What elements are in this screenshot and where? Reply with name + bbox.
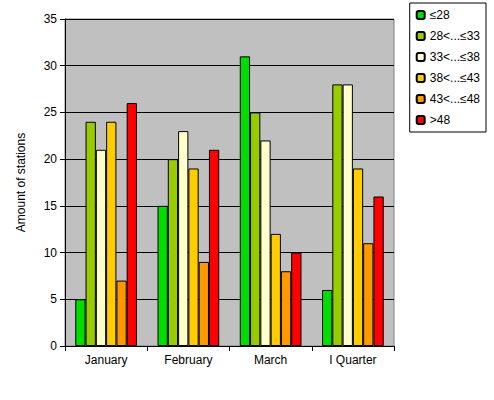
svg-text:I Quarter: I Quarter	[329, 353, 376, 367]
svg-text:35: 35	[44, 12, 58, 26]
svg-text:January: January	[85, 353, 128, 367]
svg-text:43<...≤48: 43<...≤48	[430, 92, 481, 106]
svg-text:5: 5	[50, 292, 57, 306]
svg-text:Amount of stations: Amount of stations	[14, 133, 28, 232]
svg-text:February: February	[164, 353, 212, 367]
svg-text:28<...≤33: 28<...≤33	[430, 29, 481, 43]
svg-text:10: 10	[44, 246, 58, 260]
svg-text:15: 15	[44, 199, 58, 213]
svg-text:March: March	[254, 353, 287, 367]
svg-text:25: 25	[44, 105, 58, 119]
svg-text:38<...≤43: 38<...≤43	[430, 71, 481, 85]
svg-text:30: 30	[44, 59, 58, 73]
svg-text:≤28: ≤28	[430, 8, 450, 22]
svg-text:33<...≤38: 33<...≤38	[430, 50, 481, 64]
svg-text:>48: >48	[430, 113, 451, 127]
svg-text:0: 0	[50, 339, 57, 353]
svg-text:20: 20	[44, 152, 58, 166]
